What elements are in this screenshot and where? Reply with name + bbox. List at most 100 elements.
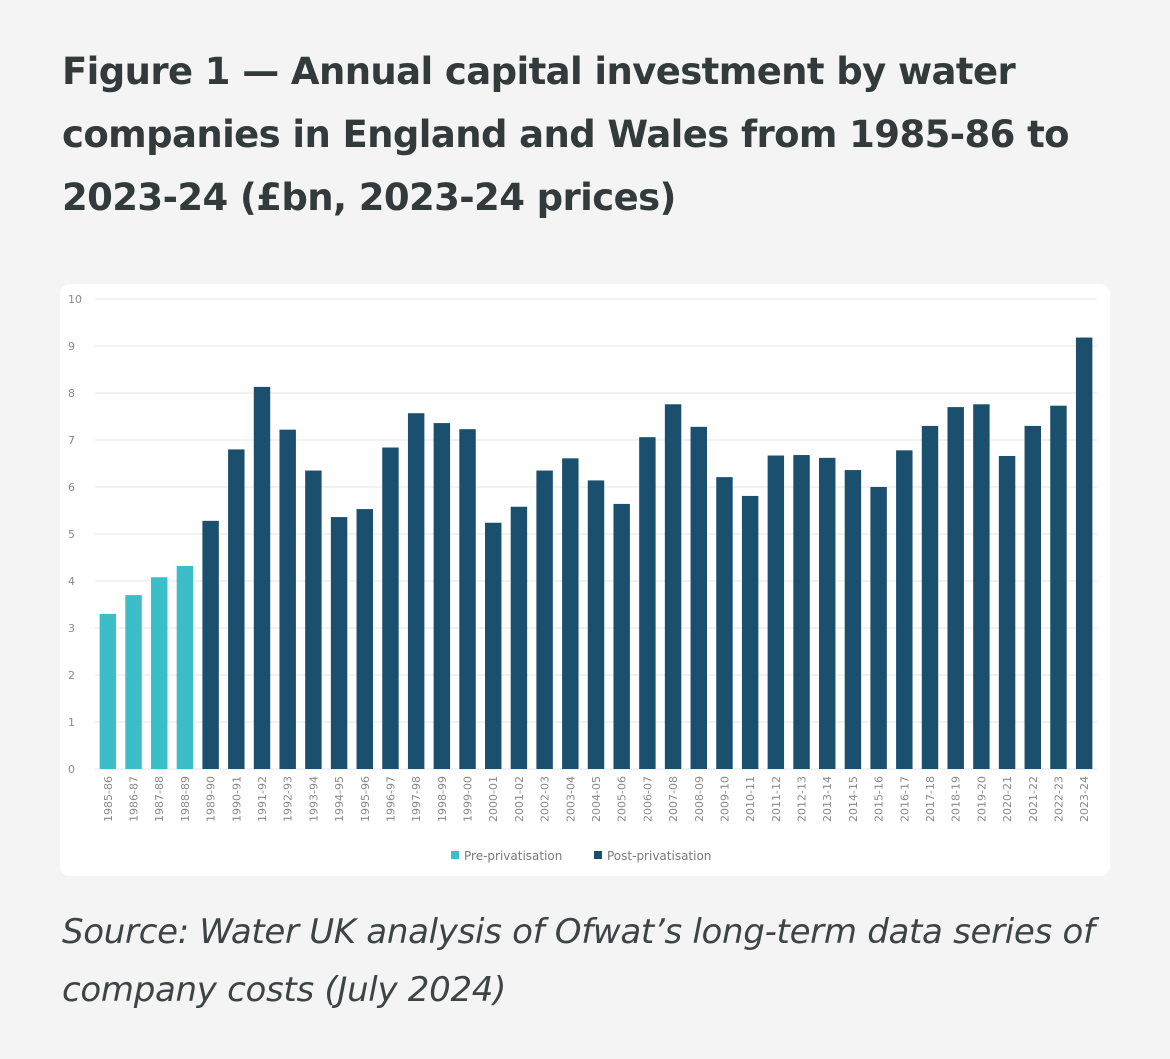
source-note: Source: Water UK analysis of Ofwat’s lon… [62,903,1122,1019]
bar-1991-92 [254,387,270,769]
y-tick-label: 9 [68,340,75,353]
x-tick-label: 1987-88 [153,776,166,822]
x-tick-label: 2011-12 [770,776,783,822]
bar-2016-17 [896,450,912,769]
y-tick-label: 6 [68,481,75,494]
bar-2018-19 [947,407,963,769]
x-tick-label: 2010-11 [744,776,757,822]
bar-2009-10 [716,477,732,769]
x-tick-label: 1989-90 [205,776,218,822]
y-tick-label: 8 [68,387,75,400]
bar-2010-11 [742,496,758,769]
y-tick-label: 1 [68,716,75,729]
x-tick-label: 2000-01 [487,776,500,822]
x-tick-label: 1998-99 [436,776,449,822]
x-tick-label: 2020-21 [1001,776,1014,822]
y-tick-label: 2 [68,669,75,682]
bar-chart: 0 1 2 3 4 5 6 7 8 9 10 1985-86 1986-87 1987-88 1988-8… [60,284,1110,876]
bar-2012-13 [793,455,809,769]
bars [100,338,1093,769]
bar-2011-12 [768,456,784,769]
x-tick-label: 2007-08 [667,776,680,822]
bar-1994-95 [331,517,347,769]
x-tick-label: 1992-93 [282,776,295,822]
bar-1986-87 [125,595,141,769]
y-tick-label: 4 [68,575,75,588]
legend-swatch-pre-privatisation [451,851,459,859]
y-tick-label: 10 [68,293,82,306]
bar-2019-20 [973,404,989,769]
figure-title: Figure 1 — Annual capital investment by … [62,40,1122,229]
x-tick-label: 2001-02 [513,776,526,822]
bar-2020-21 [999,456,1015,769]
bar-1988-89 [177,566,193,769]
bar-1996-97 [382,448,398,769]
x-tick-label: 2004-05 [590,776,603,822]
y-tick-label: 3 [68,622,75,635]
x-tick-label: 1985-86 [102,776,115,822]
x-tick-label: 2005-06 [616,776,629,822]
bar-2007-08 [665,404,681,769]
chart-card: 0 1 2 3 4 5 6 7 8 9 10 1985-86 1986-87 1987-88 1988-8… [60,284,1110,876]
bar-2003-04 [562,458,578,769]
x-tick-label: 2014-15 [847,776,860,822]
y-tick-label: 0 [68,763,75,776]
x-tick-label: 2002-03 [539,776,552,822]
bar-2004-05 [588,480,604,769]
bar-2005-06 [613,504,629,769]
x-tick-label: 1999-00 [462,776,475,822]
bar-2006-07 [639,437,655,769]
x-tick-label: 2018-19 [950,776,963,822]
bar-2000-01 [485,523,501,769]
y-tick-label: 5 [68,528,75,541]
bar-2015-16 [870,487,886,769]
x-tick-label: 2006-07 [641,776,654,822]
bar-2014-15 [845,470,861,769]
x-tick-label: 2021-22 [1027,776,1040,822]
x-tick-label: 2009-10 [718,776,731,822]
bar-1993-94 [305,471,321,769]
x-tick-label: 2019-20 [975,776,988,822]
bar-2002-03 [536,471,552,769]
x-tick-label: 1993-94 [307,776,320,822]
x-tick-label: 2008-09 [693,776,706,822]
bar-1992-93 [279,430,295,769]
x-tick-label: 2017-18 [924,776,937,822]
x-tick-label: 1997-98 [410,776,423,822]
x-tick-label: 2012-13 [796,776,809,822]
legend-label-post-privatisation: Post-privatisation [607,849,711,863]
bar-2013-14 [819,458,835,769]
y-axis-ticks: 0 1 2 3 4 5 6 7 8 9 10 [68,293,82,776]
bar-1999-00 [459,429,475,769]
bar-2008-09 [691,427,707,769]
x-tick-label: 1994-95 [333,776,346,822]
x-tick-label: 1995-96 [359,776,372,822]
x-tick-label: 2013-14 [821,776,834,822]
bar-1987-88 [151,577,167,769]
bar-1989-90 [202,521,218,769]
x-tick-label: 1991-92 [256,776,269,822]
bar-1997-98 [408,413,424,769]
x-tick-label: 2015-16 [873,776,886,822]
bar-2001-02 [511,507,527,769]
legend-swatch-post-privatisation [594,851,602,859]
x-axis-ticks: 1985-86 1986-87 1987-88 1988-89 1989-90 1990-… [102,776,1091,822]
x-tick-label: 2003-04 [564,776,577,822]
legend: Pre-privatisation Post-privatisation [451,849,711,863]
x-tick-label: 1996-97 [384,776,397,822]
y-tick-label: 7 [68,434,75,447]
bar-1990-91 [228,449,244,769]
x-tick-label: 1988-89 [179,776,192,822]
bar-2023-24 [1076,338,1092,769]
bar-2021-22 [1025,426,1041,769]
x-tick-label: 2016-17 [898,776,911,822]
x-tick-label: 2022-23 [1052,776,1065,822]
legend-label-pre-privatisation: Pre-privatisation [464,849,562,863]
bar-1995-96 [357,509,373,769]
bar-2017-18 [922,426,938,769]
bar-2022-23 [1050,406,1066,769]
bar-1998-99 [434,423,450,769]
bar-1985-86 [100,614,116,769]
x-tick-label: 2023-24 [1078,776,1091,822]
x-tick-label: 1990-91 [230,776,243,822]
